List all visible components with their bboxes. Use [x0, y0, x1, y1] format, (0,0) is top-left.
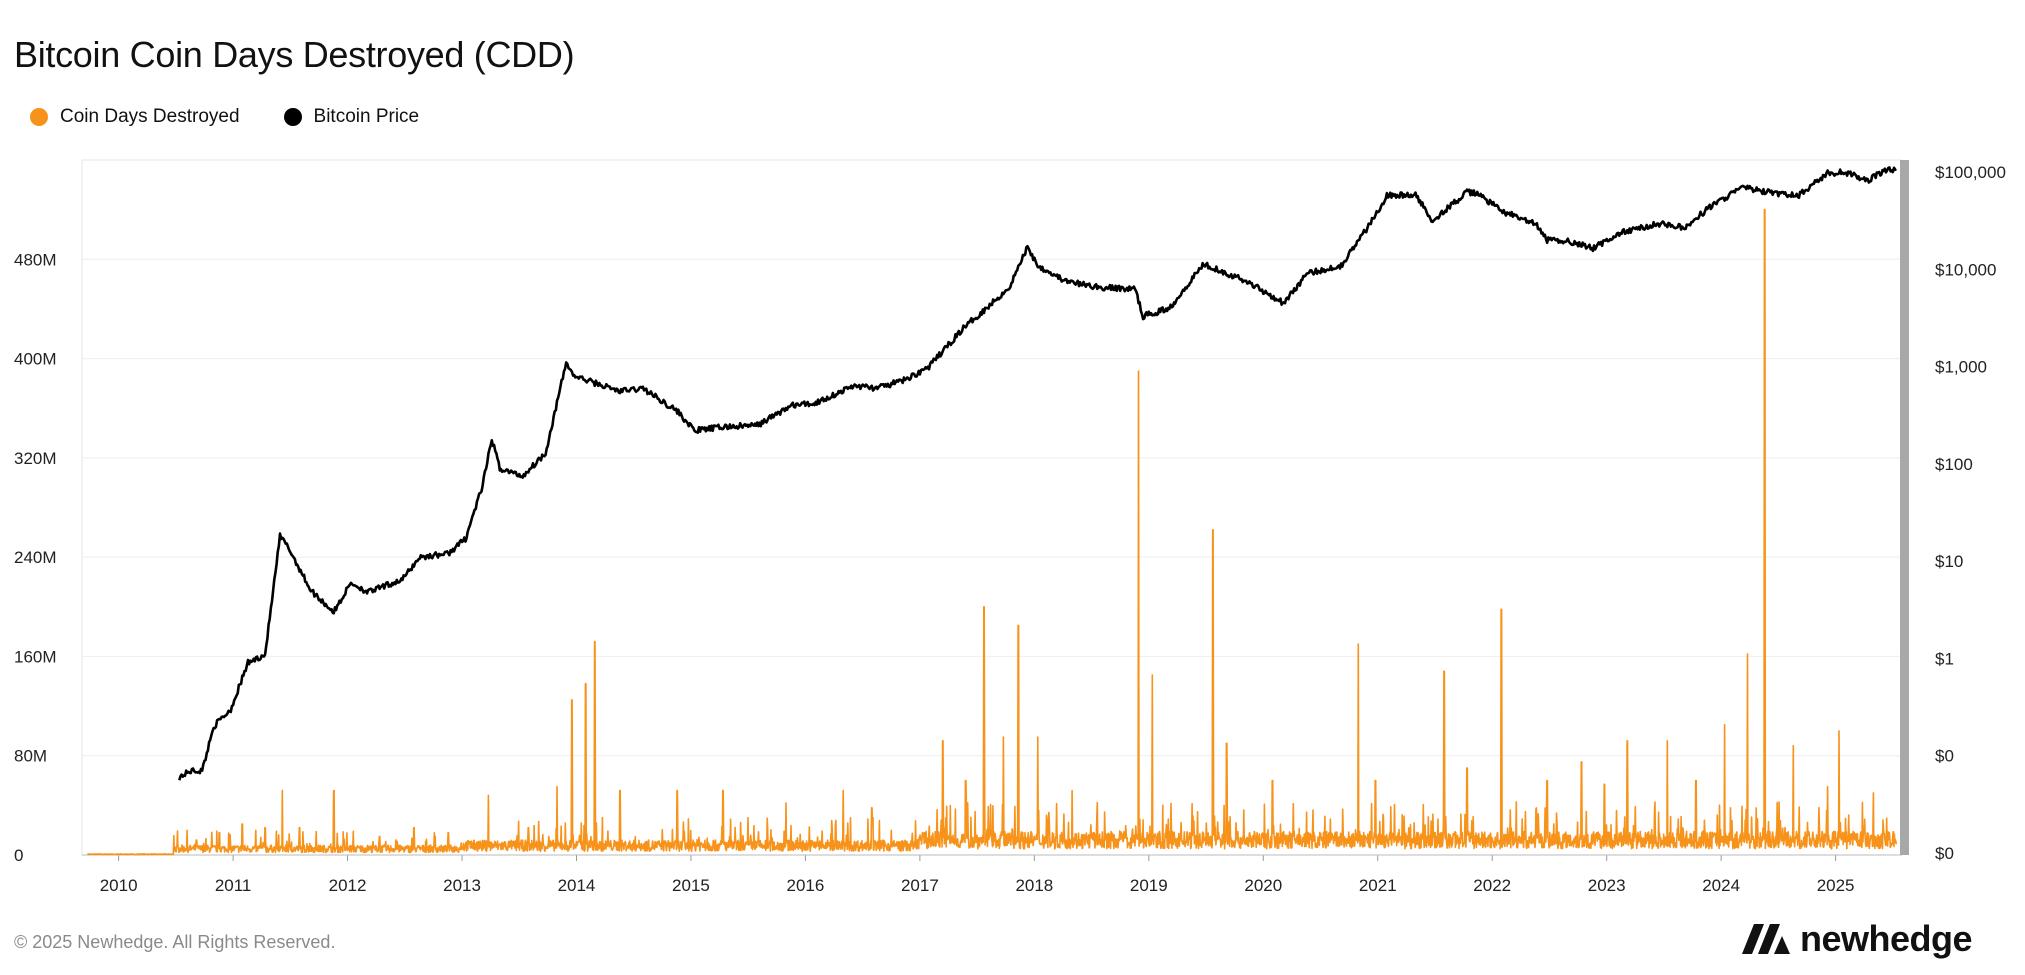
chart-title: Bitcoin Coin Days Destroyed (CDD): [14, 34, 575, 75]
x-tick-label: 2023: [1588, 876, 1626, 895]
y-right-tick-label: $0: [1935, 747, 1954, 766]
chart-legend: Coin Days Destroyed Bitcoin Price: [30, 106, 419, 128]
series-line-coin-days-destroyed: [87, 208, 1898, 856]
x-tick-label: 2014: [558, 876, 596, 895]
x-tick-label: 2012: [329, 876, 367, 895]
y-right-tick-label: $10: [1935, 552, 1963, 571]
brand-logo[interactable]: newhedge: [1742, 918, 1973, 960]
x-tick-label: 2025: [1817, 876, 1855, 895]
y-left-tick-label: 160M: [14, 647, 57, 666]
copyright-text: © 2025 Newhedge. All Rights Reserved.: [14, 932, 336, 952]
y-left-tick-label: 80M: [14, 747, 47, 766]
x-tick-label: 2011: [215, 876, 252, 895]
y-left-tick-label: 400M: [14, 350, 57, 369]
x-tick-label: 2015: [672, 876, 710, 895]
x-tick-label: 2024: [1702, 876, 1740, 895]
legend-item-price[interactable]: Bitcoin Price: [283, 106, 420, 128]
brand-name: newhedge: [1800, 918, 1973, 959]
legend-label-cdd: Coin Days Destroyed: [60, 106, 240, 127]
y-left-tick-label: 240M: [14, 548, 57, 567]
series-line-bitcoin-price: [178, 166, 1897, 781]
y-right-tick-label: $100,000: [1935, 163, 2006, 182]
newhedge-logo-icon: [1742, 924, 1790, 954]
y-left-tick-label: 480M: [14, 250, 57, 269]
y-right-tick-label: $0: [1935, 844, 1954, 863]
plot-frame: [81, 159, 1903, 856]
x-tick-label: 2010: [100, 876, 138, 895]
x-tick-label: 2020: [1244, 876, 1282, 895]
y-right-tick-label: $10,000: [1935, 260, 1996, 279]
y-right-tick-label: $100: [1935, 455, 1973, 474]
x-tick-label: 2021: [1359, 876, 1397, 895]
x-tick-label: 2019: [1130, 876, 1168, 895]
y-right-tick-label: $1: [1935, 649, 1954, 668]
y-left-tick-label: 320M: [14, 449, 57, 468]
x-tick-label: 2017: [901, 876, 939, 895]
x-tick-label: 2016: [787, 876, 825, 895]
range-handle[interactable]: [1900, 160, 1909, 855]
y-left-tick-label: 0: [14, 846, 23, 865]
y-right-tick-label: $1,000: [1935, 358, 1987, 377]
legend-swatch-cdd: [30, 108, 48, 126]
legend-item-cdd[interactable]: Coin Days Destroyed: [30, 106, 240, 128]
x-tick-label: 2013: [443, 876, 481, 895]
x-tick-label: 2018: [1015, 876, 1053, 895]
legend-swatch-price: [283, 108, 302, 126]
legend-label-price: Bitcoin Price: [313, 106, 420, 127]
x-tick-label: 2022: [1473, 876, 1511, 895]
